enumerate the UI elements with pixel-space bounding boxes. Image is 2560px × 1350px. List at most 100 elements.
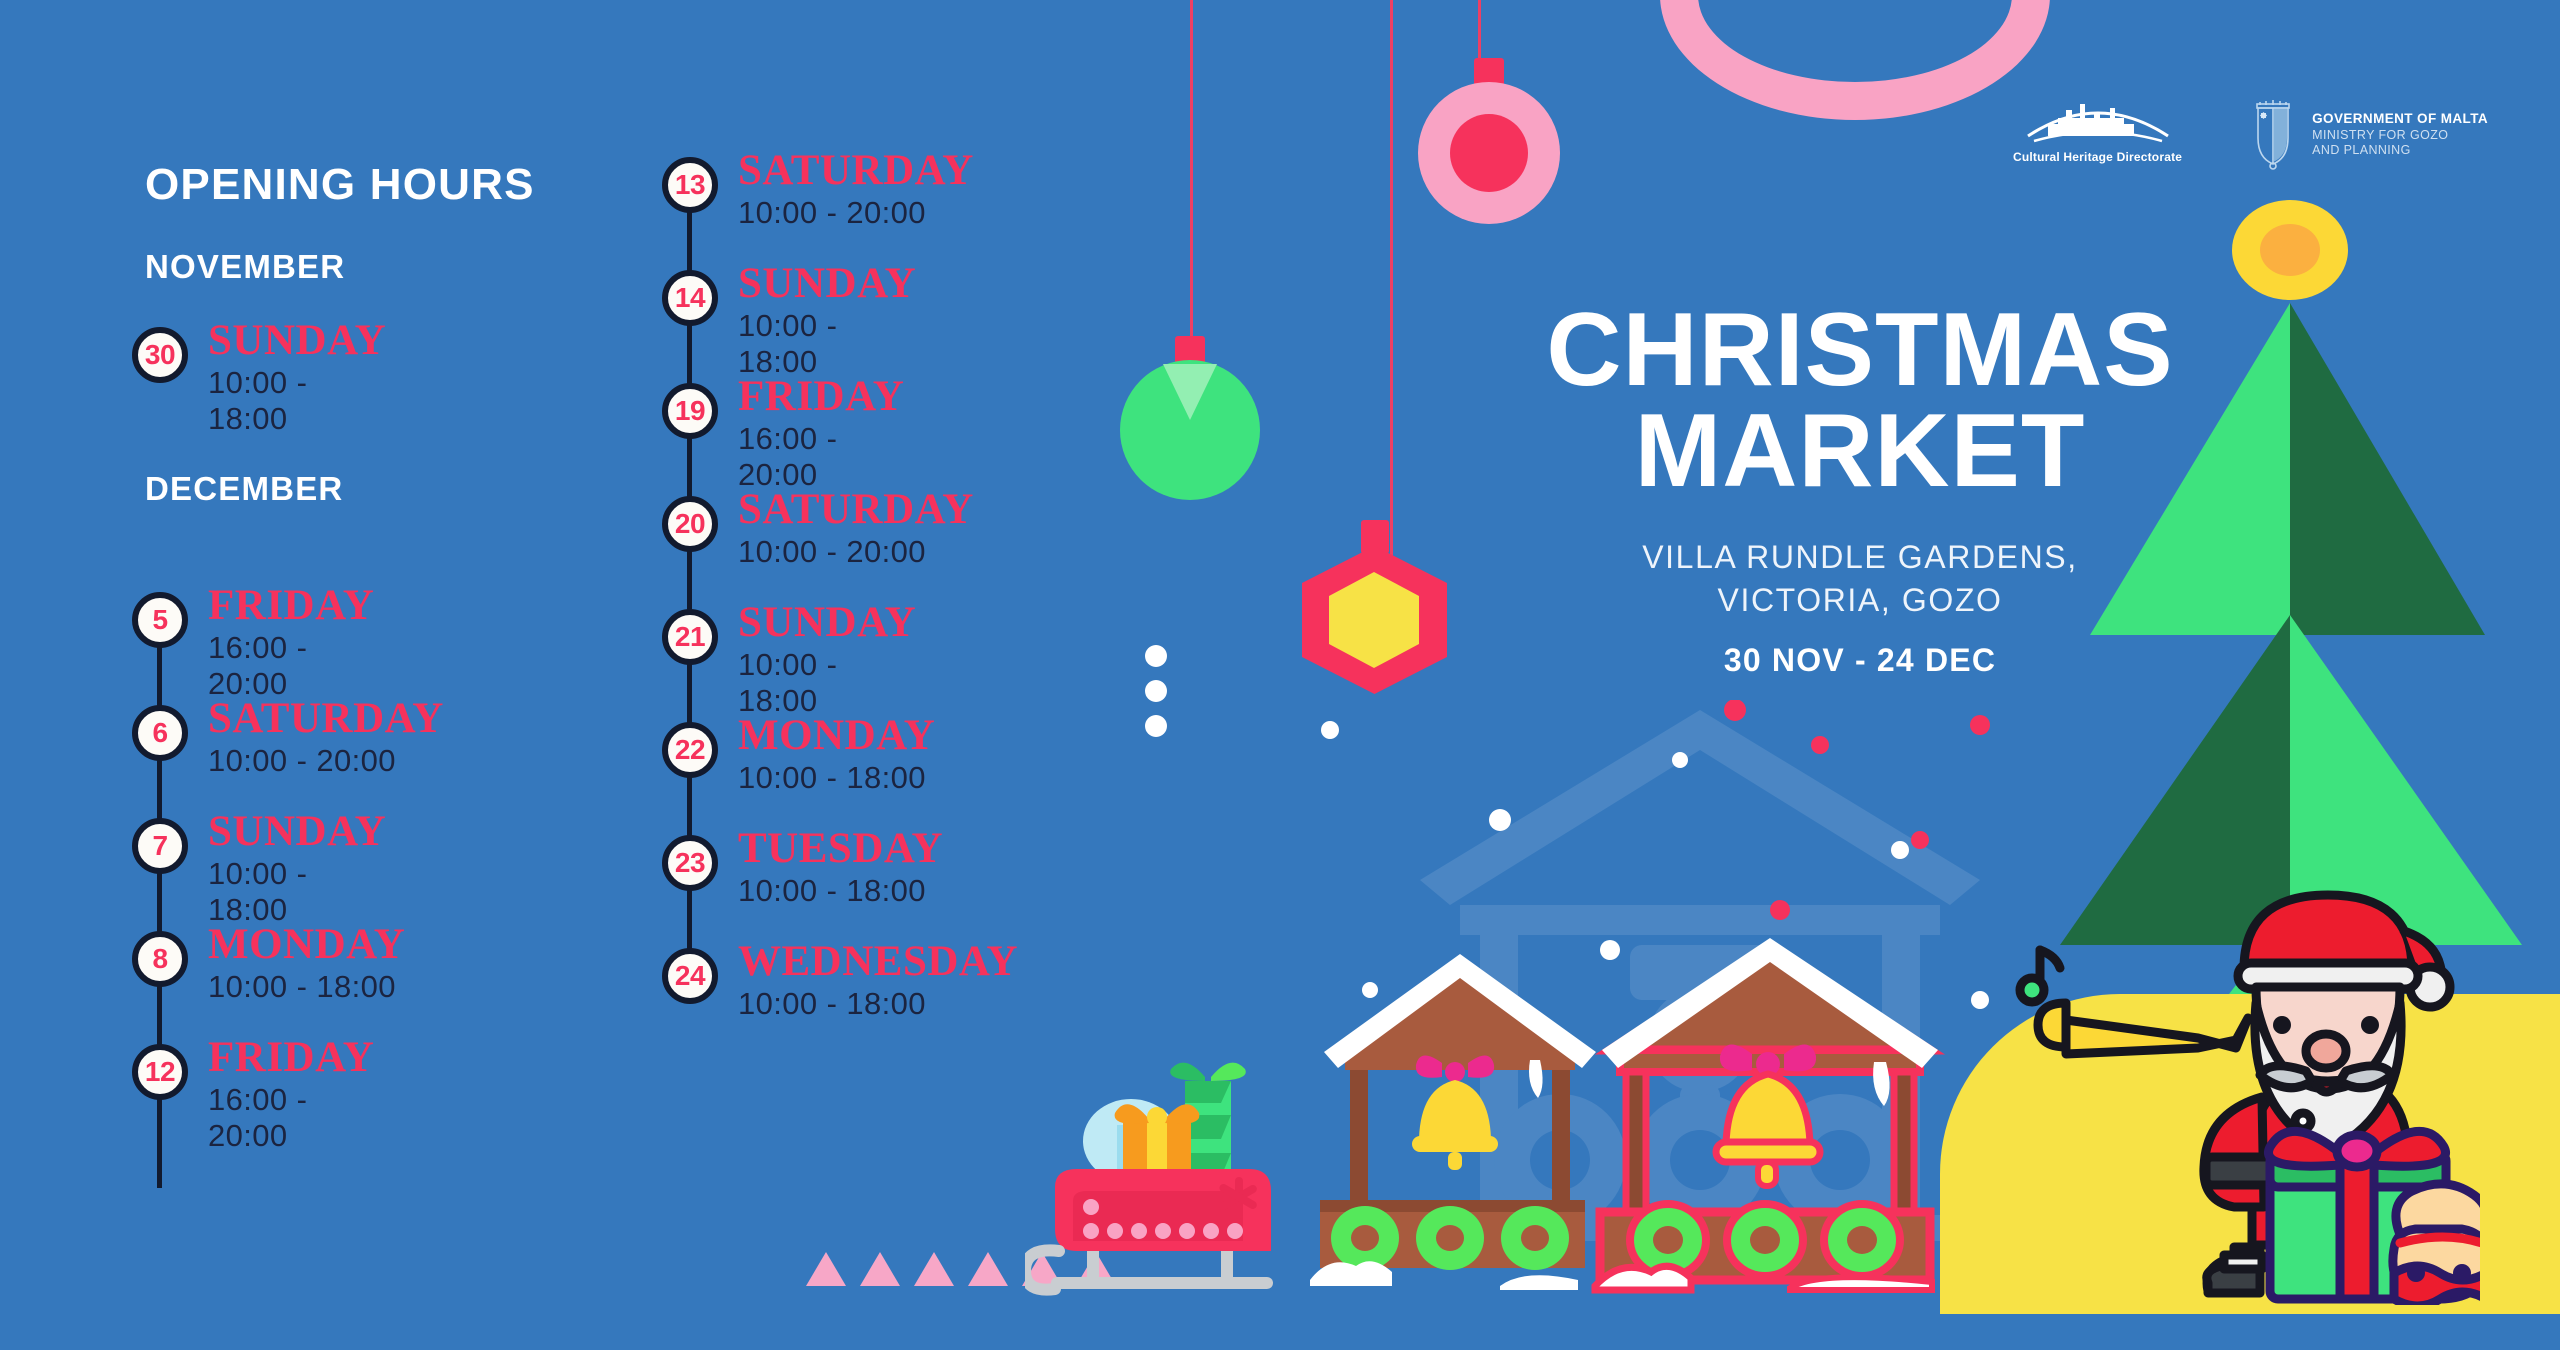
timeline-connector [157,849,162,962]
government-text: GOVERNMENT OF MALTA MINISTRY FOR GOZO AN… [2312,111,2488,159]
entry-text: SATURDAY 10:00 - 20:00 [738,148,974,231]
gov-line2: MINISTRY FOR GOZO [2312,127,2449,142]
timeline-connector [687,527,692,640]
bauble-ball [1120,360,1260,500]
timeline-connector [157,1075,162,1188]
date-badge: 12 [132,1044,188,1100]
bauble-string [1190,0,1193,340]
date-badge: 20 [662,496,718,552]
bauble-triangle-icon [1163,364,1217,420]
hero-title-line1: CHRISTMAS [1546,292,2174,408]
hexagon-inner [1329,572,1419,668]
day-time: 10:00 - 18:00 [208,969,396,1005]
hexagon-bauble [1302,520,1447,695]
entry-text: SUNDAY 10:00 - 18:00 [738,600,916,719]
day-time: 16:00 - 20:00 [738,421,838,493]
day-time: 10:00 - 20:00 [738,534,926,570]
day-name: SATURDAY [208,695,444,742]
dot [1145,715,1167,737]
day-name: FRIDAY [208,582,375,629]
logo-group: Cultural Heritage Directorate GOVERNMENT… [2013,100,2488,170]
entry-text: MONDAY 10:00 - 18:00 [208,922,405,1005]
page-title: OPENING HOURS [145,160,535,209]
bauble-cap [1175,336,1205,364]
day-name: SATURDAY [738,147,974,194]
timeline-connector [687,866,692,979]
entry-text: FRIDAY 16:00 - 20:00 [208,583,374,702]
hero-venue: VILLA RUNDLE GARDENS, VICTORIA, GOZO [1520,536,2200,622]
bauble-string [1390,0,1393,560]
green-bauble [1120,336,1260,506]
date-badge: 22 [662,722,718,778]
hero-section: CHRISTMAS MARKET VILLA RUNDLE GARDENS, V… [1520,298,2200,679]
day-time: 10:00 - 18:00 [738,873,926,909]
heritage-skyline-icon [2026,104,2169,143]
date-badge: 14 [662,270,718,326]
government-logo[interactable]: GOVERNMENT OF MALTA MINISTRY FOR GOZO AN… [2244,100,2488,170]
timeline-connector [687,640,692,753]
opening-hours-panel: OPENING HOURS NOVEMBER DECEMBER 30 SUNDA… [0,0,1120,1350]
day-name: SUNDAY [208,808,387,855]
day-time: 10:00 - 18:00 [738,308,838,380]
day-name: WEDNESDAY [738,938,1019,985]
pink-bauble [1418,58,1560,233]
entry-text: WEDNESDAY 10:00 - 18:00 [738,939,1018,1022]
date-badge: 8 [132,931,188,987]
date-badge: 19 [662,383,718,439]
date-badge: 30 [132,327,188,383]
hero-title: CHRISTMAS MARKET [1520,298,2200,503]
day-name: SUNDAY [738,599,917,646]
snow-dots [1321,700,1990,1009]
day-time: 16:00 - 20:00 [208,1082,308,1154]
entry-text: FRIDAY 16:00 - 20:00 [208,1035,374,1154]
day-name: SATURDAY [738,486,974,533]
bauble-ball [1418,82,1560,224]
day-time: 10:00 - 20:00 [738,195,926,231]
gov-line1: GOVERNMENT OF MALTA [2312,110,2488,126]
hero-date-range: 30 NOV - 24 DEC [1723,642,1997,679]
cultural-heritage-logo[interactable]: Cultural Heritage Directorate [2013,100,2182,164]
day-name: FRIDAY [208,1034,375,1081]
month-label-december: DECEMBER [145,470,344,507]
venue-line2: VICTORIA, GOZO [1717,581,2003,618]
gov-line3: AND PLANNING [2312,143,2411,158]
dot [1145,645,1167,667]
entry-text: SATURDAY 10:00 - 20:00 [208,696,444,779]
day-name: TUESDAY [738,825,944,872]
date-badge: 23 [662,835,718,891]
tree-star-inner [2260,224,2320,276]
date-badge: 5 [132,592,188,648]
day-time: 10:00 - 18:00 [738,647,838,719]
yellow-blob-decoration [1940,994,2560,1314]
bauble-string [1478,0,1481,215]
day-time: 10:00 - 20:00 [208,743,396,779]
pink-ring-decoration [1660,0,2050,120]
day-time: 10:00 - 18:00 [208,856,308,928]
month-label-november: NOVEMBER [145,248,346,285]
entry-text: FRIDAY 16:00 - 20:00 [738,374,904,493]
entry-text: SATURDAY 10:00 - 20:00 [738,487,974,570]
day-time: 16:00 - 20:00 [208,630,308,702]
hexagon-outer [1302,546,1447,694]
day-name: FRIDAY [738,373,905,420]
timeline-connector [687,188,692,301]
date-badge: 24 [662,948,718,1004]
entry-text: SUNDAY 10:00 - 18:00 [208,318,386,437]
bauble-cap [1474,58,1504,86]
timeline-connector [157,623,162,736]
timeline-connector [687,414,692,527]
date-badge: 21 [662,609,718,665]
day-time: 10:00 - 18:00 [208,365,308,437]
white-dots-decoration [1145,645,1167,750]
timeline-connector [157,962,162,1075]
date-badge: 7 [132,818,188,874]
entry-text: SUNDAY 10:00 - 18:00 [738,261,916,380]
hero-title-line2: MARKET [1634,392,2086,509]
entry-text: TUESDAY 10:00 - 18:00 [738,826,943,909]
bauble-cap [1360,520,1389,554]
date-badge: 13 [662,157,718,213]
malta-coat-of-arms-icon [2256,100,2290,170]
bauble-inner-ball [1450,114,1528,192]
timeline-connector [687,301,692,414]
pavilion-silhouette [1420,710,1980,1241]
